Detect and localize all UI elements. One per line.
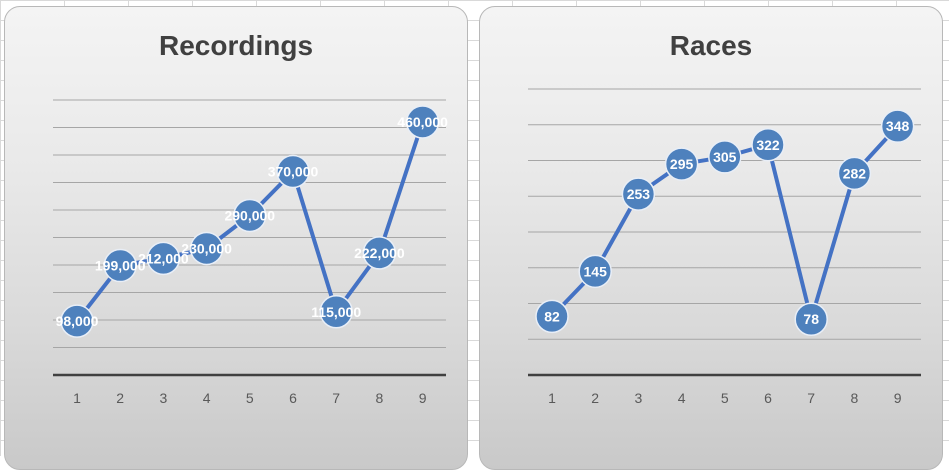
- data-label: 82: [544, 308, 560, 324]
- data-point-marker[interactable]: [319, 295, 353, 329]
- data-label: 145: [584, 263, 608, 279]
- x-tick-label: 5: [246, 390, 254, 406]
- data-point-marker[interactable]: [362, 236, 397, 270]
- data-label: 253: [627, 186, 651, 202]
- data-label: 212,000: [138, 250, 189, 266]
- data-label: 222,000: [354, 245, 405, 261]
- data-point-marker[interactable]: [621, 177, 656, 211]
- data-point-marker[interactable]: [405, 105, 440, 139]
- x-tick-label: 1: [548, 390, 556, 406]
- data-label: 78: [803, 311, 819, 327]
- x-tick-label: 2: [116, 390, 124, 406]
- data-point-marker[interactable]: [708, 140, 742, 174]
- recordings-line-chart: Recordings 1 2 3 4 5 6 7 8 9 98,000 199,000212,000…: [53, 30, 448, 406]
- x-tick-label: 6: [764, 390, 772, 406]
- data-label: 98,000: [56, 313, 99, 329]
- data-point-marker[interactable]: [103, 248, 137, 283]
- data-point-marker[interactable]: [794, 302, 828, 336]
- x-tick-label: 2: [591, 390, 599, 406]
- data-point-marker[interactable]: [276, 154, 310, 189]
- x-tick-label: 1: [73, 390, 81, 406]
- data-label: 199,000: [95, 258, 146, 274]
- data-label: 295: [670, 156, 694, 172]
- chart-title: Races: [670, 30, 753, 61]
- data-label: 460,000: [397, 114, 448, 130]
- data-point-marker[interactable]: [146, 241, 181, 276]
- x-tick-label: 9: [419, 390, 427, 406]
- data-label: 290,000: [224, 208, 275, 224]
- data-point-marker[interactable]: [60, 304, 94, 338]
- data-label: 115,000: [311, 304, 361, 320]
- x-tick-label: 6: [289, 390, 297, 406]
- data-point-marker[interactable]: [880, 109, 915, 143]
- data-point-marker[interactable]: [233, 198, 267, 233]
- chart-panel-races[interactable]: Races 1 2 3 4 5 6 7 8 9 82 145 253 295 305 322 78 282 348: [479, 6, 943, 470]
- data-label: 282: [843, 165, 867, 181]
- x-tick-label: 5: [721, 390, 729, 406]
- chart-title: Recordings: [159, 30, 313, 61]
- data-point-marker[interactable]: [664, 147, 699, 181]
- x-tick-label: 3: [635, 390, 643, 406]
- x-tick-label: 8: [851, 390, 859, 406]
- data-point-marker[interactable]: [578, 254, 612, 289]
- data-label: 322: [756, 137, 780, 153]
- data-label: 305: [713, 149, 737, 165]
- data-label: 370,000: [268, 164, 319, 180]
- x-tick-label: 7: [807, 390, 815, 406]
- chart-panel-recordings[interactable]: Recordings 1 2 3 4 5 6 7 8 9 98,000 199,000 212,000…: [4, 6, 468, 470]
- x-tick-label: 4: [678, 390, 686, 406]
- data-point-marker[interactable]: [189, 231, 224, 266]
- x-tick-label: 4: [203, 390, 211, 406]
- x-tick-label: 8: [376, 390, 384, 406]
- data-label: 230,000: [181, 241, 232, 257]
- data-point-marker[interactable]: [535, 299, 569, 334]
- x-tick-label: 9: [894, 390, 902, 406]
- x-tick-label: 3: [160, 390, 168, 406]
- data-point-marker[interactable]: [751, 128, 785, 162]
- data-label: 348: [886, 118, 910, 134]
- x-tick-label: 7: [332, 390, 340, 406]
- data-point-marker[interactable]: [837, 156, 872, 191]
